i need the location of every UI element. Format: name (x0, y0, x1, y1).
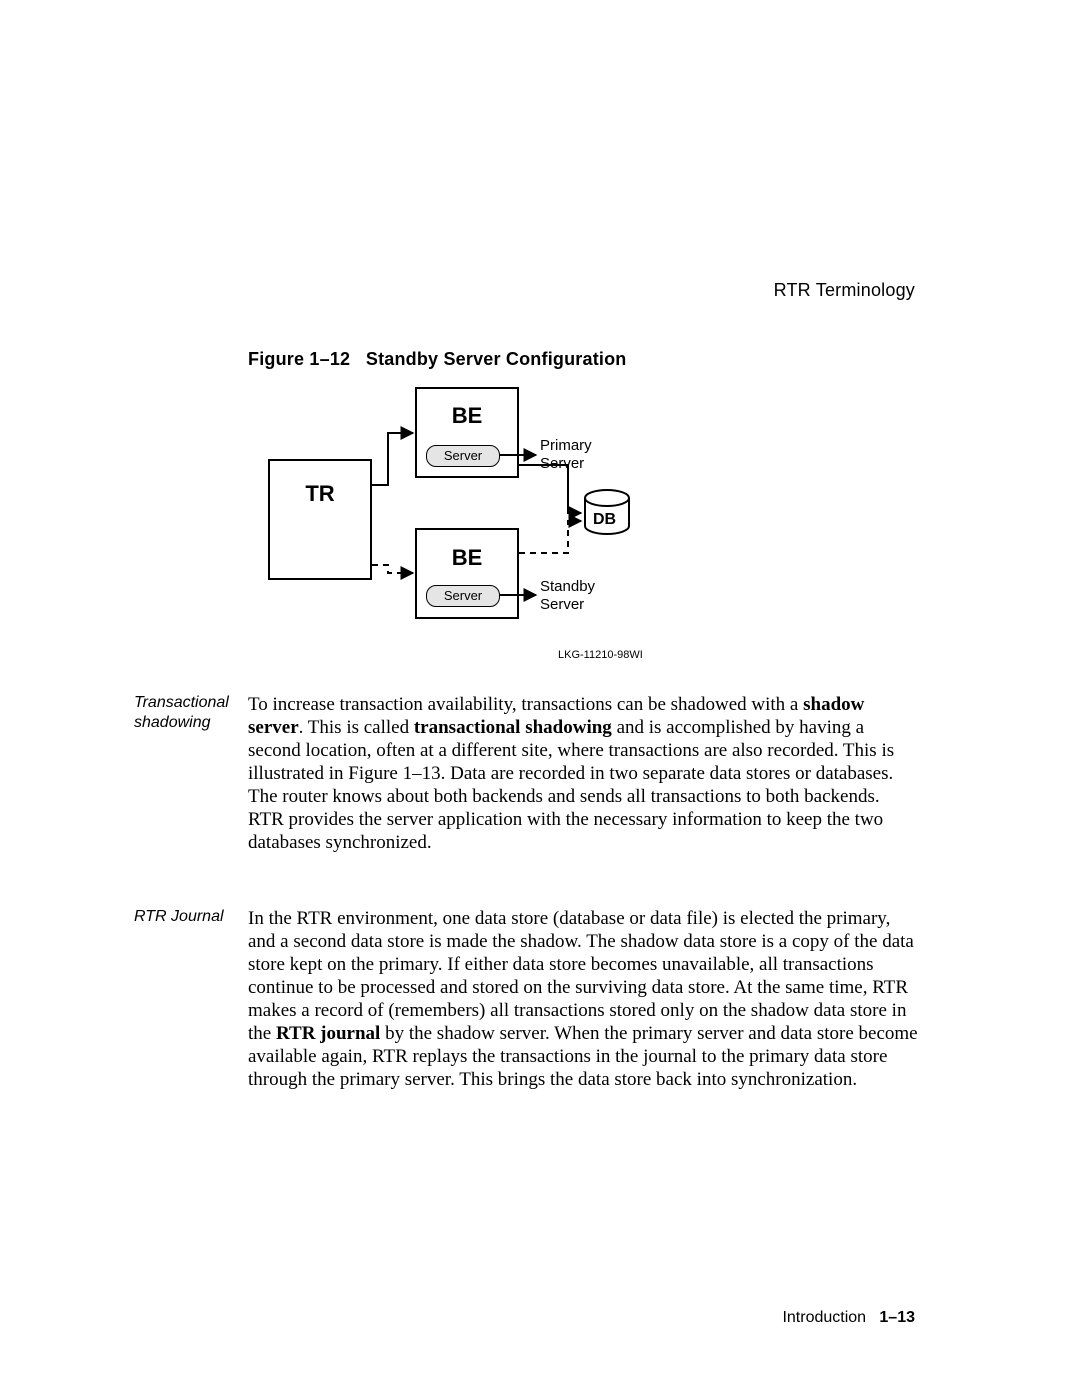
figure-number: Figure 1–12 (248, 349, 350, 369)
server-pill-primary: Server (426, 445, 500, 467)
bold-run: RTR journal (276, 1023, 380, 1044)
body-para-1: To increase transaction availability, tr… (248, 693, 918, 854)
margin-head-transactional-shadowing: Transactional shadowing (134, 693, 244, 733)
page: RTR Terminology Figure 1–12 Standby Serv… (0, 0, 1080, 1397)
node-be-primary-label: BE (430, 403, 504, 429)
node-tr-label: TR (278, 481, 362, 507)
figure-caption: Figure 1–12 Standby Server Configuration (248, 349, 627, 370)
node-be-standby-label: BE (430, 545, 504, 571)
running-head: RTR Terminology (774, 280, 915, 301)
label-standby-line1: Standby (540, 578, 595, 595)
footer-page: 1–13 (879, 1309, 915, 1326)
label-primary-line2: Server (540, 455, 584, 472)
bold-run: transactional shadowing (414, 717, 612, 738)
label-standby-server: Standby Server (540, 578, 595, 614)
db-label: DB (593, 511, 616, 529)
text-run: To increase transaction availability, tr… (248, 694, 803, 715)
server-pill-standby: Server (426, 585, 500, 607)
figure-credit: LKG-11210-98WI (558, 649, 643, 661)
margin-head-rtr-journal: RTR Journal (134, 907, 244, 927)
label-standby-line2: Server (540, 596, 584, 613)
text-run: . This is called (299, 717, 414, 738)
figure-diagram: TR BE Server BE Server Primary Server St… (268, 385, 688, 665)
label-primary-line1: Primary (540, 437, 592, 454)
body-para-2: In the RTR environment, one data store (… (248, 907, 918, 1091)
figure-title: Standby Server Configuration (366, 349, 627, 369)
page-footer: Introduction 1–13 (782, 1309, 915, 1327)
node-tr (268, 459, 372, 580)
label-primary-server: Primary Server (540, 437, 592, 473)
footer-section: Introduction (782, 1309, 866, 1326)
